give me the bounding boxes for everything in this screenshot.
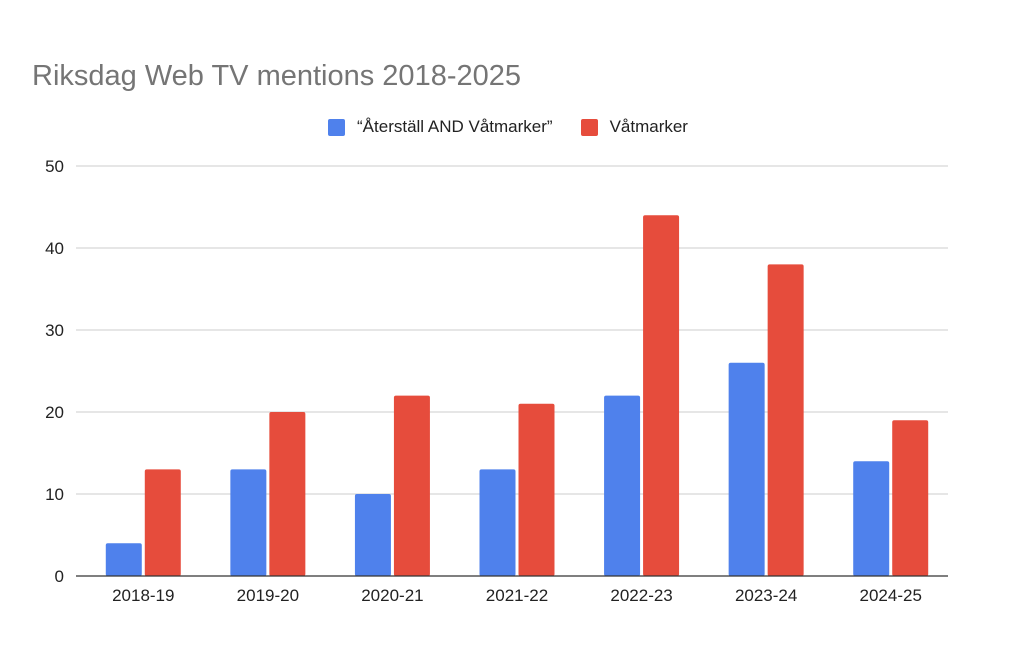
y-tick-label-30: 30 — [45, 321, 64, 340]
legend-label-series-2: Våtmarker — [609, 117, 688, 136]
bar-series-2-2019-20[interactable] — [269, 412, 306, 576]
x-tick-label-2024-25: 2024-25 — [860, 586, 922, 605]
bar-series-1-2024-25[interactable] — [853, 461, 890, 576]
x-tick-label-2023-24: 2023-24 — [735, 586, 797, 605]
bar-series-2-2020-21[interactable] — [393, 395, 430, 576]
bar-series-1-2020-21[interactable] — [354, 494, 391, 576]
y-tick-label-50: 50 — [45, 157, 64, 176]
x-tick-label-2020-21: 2020-21 — [361, 586, 423, 605]
legend-swatch-series-1 — [328, 118, 346, 136]
x-tick-label-2018-19: 2018-19 — [112, 586, 174, 605]
y-tick-label-0: 0 — [55, 567, 64, 586]
bar-series-2-2021-22[interactable] — [518, 403, 555, 576]
bar-series-2-2024-25[interactable] — [892, 420, 929, 576]
bar-series-2-2023-24[interactable] — [767, 264, 804, 576]
bar-series-2-2018-19[interactable] — [144, 469, 181, 576]
legend-item-series-1[interactable]: “Återställ AND Våtmarker” — [328, 117, 553, 137]
bar-series-1-2021-22[interactable] — [479, 469, 516, 576]
y-tick-label-40: 40 — [45, 239, 64, 258]
x-tick-label-2019-20: 2019-20 — [237, 586, 299, 605]
bar-series-2-2022-23[interactable] — [643, 215, 680, 576]
x-tick-label-2021-22: 2021-22 — [486, 586, 548, 605]
bar-series-1-2019-20[interactable] — [230, 469, 267, 576]
y-tick-label-20: 20 — [45, 403, 64, 422]
legend: “Återställ AND Våtmarker” Våtmarker — [0, 113, 1016, 141]
bar-series-1-2022-23[interactable] — [604, 395, 641, 576]
chart-title: Riksdag Web TV mentions 2018-2025 — [32, 60, 521, 92]
bar-series-1-2018-19[interactable] — [105, 543, 142, 576]
bar-series-1-2023-24[interactable] — [728, 362, 765, 576]
legend-swatch-series-2 — [580, 118, 598, 136]
legend-item-series-2[interactable]: Våtmarker — [580, 117, 688, 137]
x-tick-label-2022-23: 2022-23 — [610, 586, 672, 605]
legend-label-series-1: “Återställ AND Våtmarker” — [357, 117, 553, 136]
y-tick-label-10: 10 — [45, 485, 64, 504]
